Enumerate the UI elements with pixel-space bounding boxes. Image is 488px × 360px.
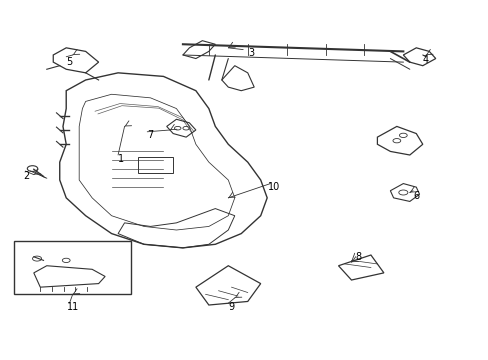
Text: 11: 11 [66,302,79,312]
Text: 2: 2 [23,171,29,181]
Text: 10: 10 [267,182,279,192]
Text: 3: 3 [247,48,254,58]
Text: 5: 5 [66,57,72,67]
Text: 8: 8 [354,252,360,262]
Text: 1: 1 [118,154,124,163]
Text: 9: 9 [228,302,234,312]
Bar [137,157,173,173]
Text: 7: 7 [147,130,153,140]
Text: 4: 4 [422,55,428,65]
Bar [14,241,131,294]
Text: 6: 6 [412,191,419,201]
